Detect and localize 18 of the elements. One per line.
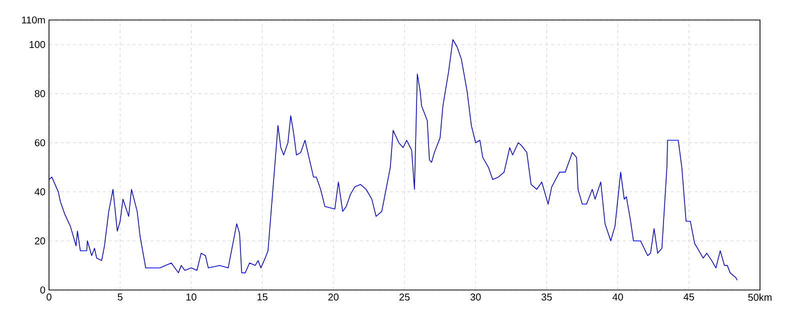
- y-tick-label: 60: [34, 139, 46, 146]
- x-tick-label: 10: [186, 294, 196, 301]
- y-tick-label: 0: [40, 286, 46, 294]
- x-tick-label: 0: [46, 294, 52, 301]
- x-tick-label: 25: [399, 294, 410, 301]
- x-tick-label: 5: [118, 294, 122, 300]
- x-tick-label: 40: [612, 294, 623, 301]
- x-tick-label: 20: [328, 294, 339, 301]
- x-tick-label: 45: [684, 294, 694, 300]
- y-tick-label: 80: [34, 90, 46, 98]
- y-tick-label: 100: [30, 41, 46, 48]
- x-tick-label: 30: [470, 294, 481, 301]
- x-tick-label: 35: [542, 294, 552, 301]
- y-tick-label: 110m: [22, 16, 45, 24]
- x-tick-label: 15: [258, 294, 268, 300]
- y-tick-label: 40: [34, 188, 46, 196]
- x-tick-label: 50km: [748, 294, 772, 301]
- y-tick-label: 20: [34, 237, 46, 244]
